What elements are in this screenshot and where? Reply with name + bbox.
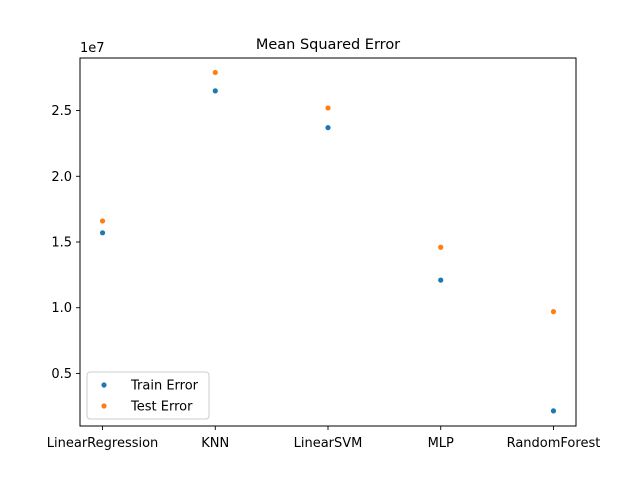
data-point-test (550, 309, 557, 315)
x-tick-label: LinearSVM (294, 436, 363, 451)
y-axis-offset-label: 1e7 (80, 41, 105, 56)
legend-label: Test Error (130, 400, 193, 415)
data-point-test (99, 218, 106, 224)
data-point-train (325, 125, 331, 131)
x-tick-label: LinearRegression (47, 436, 159, 451)
data-point-test (325, 105, 331, 111)
legend-marker (101, 382, 107, 388)
legend-marker (101, 403, 107, 409)
y-tick-label: 0.5 (51, 367, 72, 382)
y-tick-label: 2.5 (51, 104, 72, 119)
data-point-train (99, 230, 106, 236)
x-tick-label: KNN (201, 436, 229, 451)
x-tick-label: MLP (428, 436, 454, 451)
data-point-test (438, 244, 444, 250)
legend: Train Error Test Error (86, 371, 210, 420)
x-tick-label: RandomForest (507, 436, 601, 451)
legend-label: Train Error (130, 379, 199, 394)
axis-ticks: LinearRegression KNN LinearSVM MLP RandomFor… (47, 104, 601, 451)
chart-title: Mean Squared Error (256, 37, 400, 53)
data-point-test (212, 69, 218, 76)
y-tick-label: 2.0 (51, 170, 72, 185)
data-point-train (438, 277, 444, 283)
y-tick-label: 1.0 (51, 301, 72, 316)
data-points (99, 69, 557, 414)
data-point-train (212, 88, 218, 94)
y-tick-label: 1.5 (51, 236, 72, 251)
legend-box (86, 371, 210, 420)
data-point-train (550, 408, 557, 414)
plot-area-frame (79, 57, 577, 427)
